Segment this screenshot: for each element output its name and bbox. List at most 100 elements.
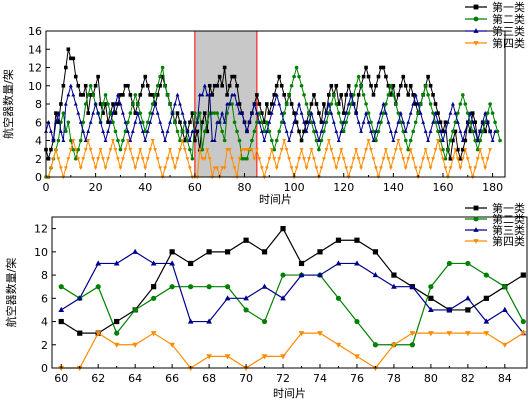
y-tick-label: 4 (41, 316, 48, 329)
data-point (369, 129, 374, 133)
data-point (440, 138, 445, 142)
data-point (329, 110, 334, 115)
y-tick-label: 16 (28, 25, 42, 38)
data-point (372, 249, 379, 255)
data-point (381, 65, 386, 70)
data-point (120, 110, 125, 115)
data-point (480, 157, 485, 161)
legend-marker (473, 227, 479, 232)
data-point (205, 120, 210, 125)
data-point (71, 56, 76, 61)
data-point (133, 166, 138, 171)
data-point (237, 102, 242, 106)
data-point (374, 83, 378, 88)
x-tick-label: 66 (165, 372, 179, 385)
data-point (242, 148, 247, 152)
series-markers-3 (58, 248, 527, 336)
data-point (249, 110, 254, 115)
data-point (465, 120, 470, 124)
data-point (354, 318, 360, 325)
data-point (160, 74, 165, 79)
data-point (329, 148, 334, 152)
data-point (123, 120, 128, 124)
x-tick-label: 60 (54, 372, 68, 385)
data-point (455, 157, 460, 161)
data-point (372, 365, 379, 372)
x-tick-label: 70 (239, 372, 253, 385)
data-point (168, 102, 172, 106)
data-point (336, 102, 341, 106)
data-point (178, 120, 182, 125)
data-point (227, 83, 232, 88)
data-point (163, 138, 168, 142)
data-point (428, 306, 434, 313)
data-point (168, 148, 173, 152)
data-point (391, 157, 396, 161)
data-point (193, 111, 197, 115)
data-point (314, 166, 319, 171)
data-point (371, 93, 376, 97)
data-point (106, 129, 111, 133)
data-point (374, 166, 378, 171)
data-point (398, 148, 403, 152)
data-point (431, 93, 435, 97)
data-point (175, 129, 180, 134)
data-point (297, 157, 302, 161)
data-point (192, 129, 197, 133)
data-point (81, 129, 86, 133)
data-point (341, 120, 346, 124)
data-point (299, 110, 304, 115)
data-point (287, 157, 292, 161)
x-tick-label: 82 (461, 372, 475, 385)
data-point (138, 148, 143, 152)
data-point (114, 330, 120, 336)
data-point (113, 260, 120, 266)
data-point (431, 157, 436, 161)
data-point (428, 166, 433, 171)
data-point (483, 129, 487, 134)
data-point (145, 129, 150, 133)
data-point (257, 120, 262, 124)
data-point (153, 148, 158, 152)
data-point (409, 283, 416, 289)
data-point (391, 272, 397, 278)
data-point (292, 120, 297, 124)
data-point (180, 139, 185, 143)
data-point (450, 157, 455, 161)
data-point (197, 92, 202, 97)
data-point (91, 93, 95, 97)
data-point (257, 102, 262, 106)
data-point (316, 138, 321, 142)
data-point (299, 83, 304, 88)
data-point (282, 120, 287, 124)
data-point (302, 93, 306, 97)
data-point (206, 354, 212, 360)
data-point (126, 83, 130, 88)
x-tick-label: 0 (43, 181, 50, 194)
data-point (366, 139, 371, 143)
data-point (202, 129, 207, 134)
data-point (443, 166, 448, 171)
y-tick-label: 2 (35, 153, 42, 166)
data-point (463, 148, 468, 152)
data-point (372, 342, 379, 348)
data-point (224, 249, 231, 255)
data-point (473, 129, 478, 133)
data-point (483, 110, 488, 115)
data-point (267, 120, 272, 124)
data-point (222, 138, 227, 143)
y-axis-label: 航空器数量/架 (4, 258, 18, 328)
data-point (113, 111, 118, 115)
data-point (56, 138, 61, 143)
data-point (83, 102, 88, 106)
data-point (319, 166, 324, 171)
data-point (298, 331, 305, 337)
data-point (269, 138, 274, 143)
data-point (284, 148, 289, 152)
data-point (441, 129, 445, 134)
data-point (64, 129, 68, 134)
data-point (215, 120, 220, 124)
data-point (169, 342, 175, 348)
data-point (212, 83, 217, 88)
data-point (267, 157, 272, 161)
